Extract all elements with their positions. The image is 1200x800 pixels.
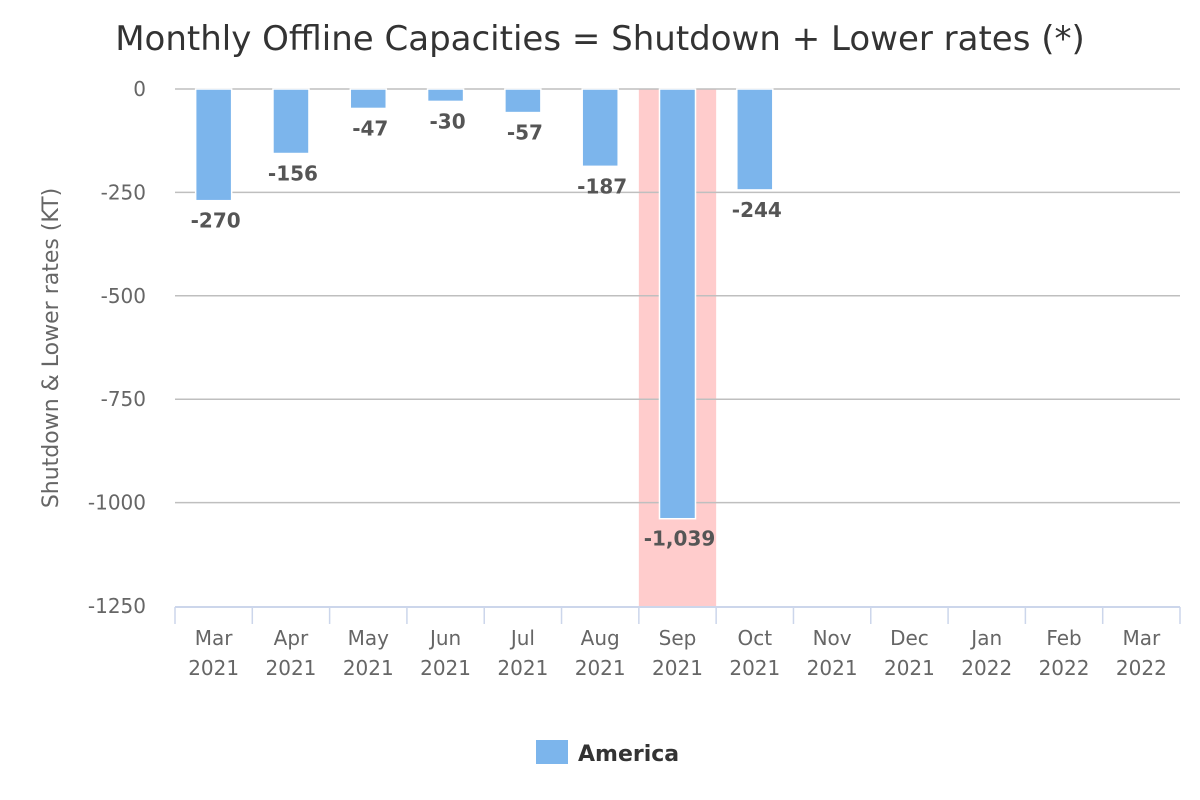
bar xyxy=(736,88,774,191)
x-tick-label-year: 2021 xyxy=(807,656,858,680)
chart-title: Monthly Offline Capacities = Shutdown + … xyxy=(115,19,1085,59)
x-tick-label: Apr xyxy=(274,626,309,650)
x-tick-label-year: 2021 xyxy=(652,656,703,680)
bar xyxy=(349,88,388,110)
x-tick-label: Nov xyxy=(813,626,852,650)
y-tick-label: -500 xyxy=(101,284,146,308)
x-tick-label: Oct xyxy=(738,626,773,650)
bar xyxy=(194,88,233,202)
y-tick-label: -750 xyxy=(101,387,146,411)
y-tick-label: 0 xyxy=(133,77,146,101)
legend[interactable]: America xyxy=(536,740,679,767)
y-tick-label: -1250 xyxy=(88,594,146,618)
x-tick-label-year: 2021 xyxy=(266,656,317,680)
data-label: -1,039 xyxy=(644,527,716,551)
data-label: -47 xyxy=(352,116,388,140)
data-label: -270 xyxy=(191,209,241,233)
x-tick-label: Mar xyxy=(1122,626,1161,650)
x-tick-label: Jan xyxy=(969,626,1002,650)
x-tick-label-year: 2021 xyxy=(729,656,780,680)
bar xyxy=(426,88,465,103)
x-tick-label: Jun xyxy=(428,626,461,650)
x-tick-label: Feb xyxy=(1046,626,1081,650)
bar xyxy=(581,88,619,168)
bar xyxy=(504,88,542,114)
x-tick-label-year: 2021 xyxy=(188,656,239,680)
x-tick-label: Jul xyxy=(509,626,535,650)
x-tick-label-year: 2022 xyxy=(1039,656,1090,680)
x-tick-label: Mar xyxy=(195,626,234,650)
data-label: -57 xyxy=(507,121,543,145)
plot-area: 0 -250 -500 -750 -1000 -1250 Mar 2021 Apr 2021 May… xyxy=(88,77,1181,680)
legend-label-america: America xyxy=(578,742,679,767)
x-tick-label-year: 2022 xyxy=(961,656,1012,680)
bar xyxy=(272,88,310,155)
x-tick-label-year: 2021 xyxy=(343,656,394,680)
x-tick-label: May xyxy=(348,626,390,650)
bar xyxy=(658,88,697,520)
x-tick-label: Dec xyxy=(890,626,929,650)
x-tick-label-year: 2022 xyxy=(1116,656,1167,680)
data-label: -244 xyxy=(732,198,782,222)
y-tick-label: -250 xyxy=(101,180,146,204)
x-tick-label-year: 2021 xyxy=(497,656,548,680)
x-tick-label: Aug xyxy=(581,626,620,650)
y-axis-title: Shutdown & Lower rates (KT) xyxy=(39,188,64,508)
y-tick-label: -1000 xyxy=(88,491,146,515)
x-tick-label-year: 2021 xyxy=(884,656,935,680)
x-tick-label: Sep xyxy=(659,626,697,650)
x-tick-label-year: 2021 xyxy=(575,656,626,680)
data-label: -156 xyxy=(268,162,318,186)
data-label: -30 xyxy=(430,109,466,133)
data-label: -187 xyxy=(577,174,627,198)
x-tick-label-year: 2021 xyxy=(420,656,471,680)
legend-swatch-america xyxy=(536,740,568,764)
